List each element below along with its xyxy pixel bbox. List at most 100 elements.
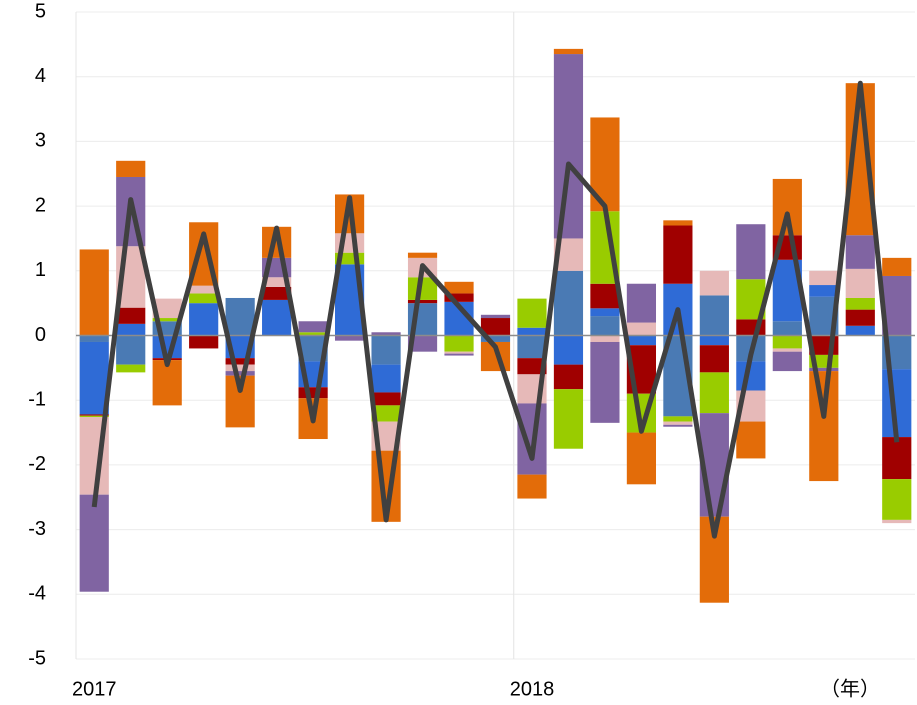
bar-segment bbox=[663, 416, 693, 422]
y-tick-label: -2 bbox=[28, 453, 46, 475]
bar-segment bbox=[517, 474, 547, 499]
bar-segment bbox=[590, 283, 620, 309]
bar-segment bbox=[371, 335, 401, 365]
bar-segment bbox=[809, 270, 839, 286]
bar-segment bbox=[772, 348, 802, 352]
bar-segment bbox=[845, 268, 875, 298]
bar-segment bbox=[517, 298, 547, 328]
bar-segment bbox=[882, 257, 912, 276]
bar-segment bbox=[152, 360, 182, 406]
bar-segment bbox=[480, 314, 511, 319]
bar-segment bbox=[79, 415, 109, 418]
bar-segment bbox=[225, 364, 255, 372]
bar-segment bbox=[590, 316, 620, 336]
bar-segment bbox=[845, 235, 875, 269]
bar-segment bbox=[845, 325, 875, 336]
bar-segment bbox=[809, 285, 839, 297]
bar-segment bbox=[334, 335, 365, 341]
y-tick-label: -3 bbox=[28, 518, 46, 540]
bar-segment bbox=[626, 432, 657, 485]
bar-segment bbox=[626, 322, 657, 336]
bar-segment bbox=[590, 308, 620, 317]
bar-segment bbox=[517, 358, 547, 375]
bar-segment bbox=[626, 335, 657, 346]
bar-segment bbox=[79, 249, 109, 336]
bar-segment bbox=[845, 297, 875, 310]
bar-segment bbox=[371, 332, 401, 336]
bar-segment bbox=[298, 321, 328, 333]
y-tick-label: 3 bbox=[35, 130, 46, 152]
bar-segment bbox=[663, 424, 693, 427]
bar-segment bbox=[116, 307, 146, 324]
bar-segment bbox=[189, 303, 219, 336]
y-tick-label: 0 bbox=[35, 324, 46, 346]
bar-segment bbox=[444, 353, 474, 356]
bar-segment bbox=[444, 351, 474, 354]
bar-segment bbox=[116, 364, 146, 373]
bar-segment bbox=[553, 364, 584, 390]
bar-segment bbox=[116, 323, 146, 336]
x-tick-label: 2017 bbox=[72, 678, 117, 700]
bar-segment bbox=[553, 335, 584, 365]
bar-segment bbox=[772, 351, 802, 372]
bar-segment bbox=[663, 225, 693, 284]
x-tick-label: 2018 bbox=[510, 678, 555, 700]
bar-segment bbox=[79, 335, 109, 342]
bar-segment bbox=[590, 341, 620, 423]
bar-segment bbox=[882, 479, 912, 520]
bar-segment bbox=[480, 318, 511, 336]
bar-segment bbox=[444, 335, 474, 352]
bar-segment bbox=[480, 335, 511, 342]
y-tick-label: 5 bbox=[35, 0, 46, 22]
bar-segment bbox=[262, 299, 292, 336]
bar-segment bbox=[334, 252, 365, 265]
bar-segment bbox=[189, 285, 219, 294]
bar-segment bbox=[699, 295, 729, 336]
y-tick-label: 2 bbox=[35, 194, 46, 216]
bar-segment bbox=[407, 335, 438, 352]
bar-segment bbox=[882, 437, 912, 480]
bar-segment bbox=[699, 335, 729, 346]
bar-segment bbox=[663, 220, 693, 226]
bar-segment bbox=[407, 299, 438, 304]
bar-segment bbox=[79, 341, 109, 415]
line bbox=[91, 80, 900, 539]
bar-segment bbox=[517, 327, 547, 336]
y-tick-label: -5 bbox=[28, 647, 46, 669]
bar-segment bbox=[152, 318, 182, 322]
bar-segment bbox=[371, 392, 401, 406]
bar-segment bbox=[116, 160, 146, 177]
bar-segment bbox=[517, 335, 547, 359]
bar-segment bbox=[882, 519, 912, 524]
y-tick-label: -1 bbox=[28, 388, 46, 410]
bar-segment bbox=[79, 494, 109, 592]
bar-segment bbox=[845, 309, 875, 326]
bar-segment bbox=[116, 335, 146, 365]
bar-segment bbox=[553, 270, 584, 336]
bar-segment bbox=[152, 298, 182, 319]
bar-segment bbox=[772, 335, 802, 349]
bar-segment bbox=[225, 371, 255, 376]
bar-segment bbox=[553, 389, 584, 449]
bar-segment bbox=[809, 367, 839, 372]
bar-segment bbox=[225, 358, 255, 365]
bar-segment bbox=[699, 372, 729, 414]
bar-segment bbox=[626, 283, 657, 323]
bar-segment bbox=[736, 421, 766, 459]
bar-segment bbox=[736, 224, 766, 280]
bar-segment bbox=[590, 335, 620, 342]
y-tick-label: 1 bbox=[35, 259, 46, 281]
y-tick-label: 4 bbox=[35, 65, 46, 87]
bar-segment bbox=[189, 335, 219, 349]
bar-segment bbox=[79, 414, 109, 416]
bar-segment bbox=[407, 277, 438, 300]
bar-segment bbox=[772, 321, 802, 336]
bar-segment bbox=[444, 293, 474, 302]
y-tick-label: -4 bbox=[28, 583, 46, 605]
bar-segment bbox=[298, 387, 328, 399]
bar-segment bbox=[298, 332, 328, 336]
bar-segment bbox=[553, 48, 584, 55]
bar-segment bbox=[699, 345, 729, 373]
